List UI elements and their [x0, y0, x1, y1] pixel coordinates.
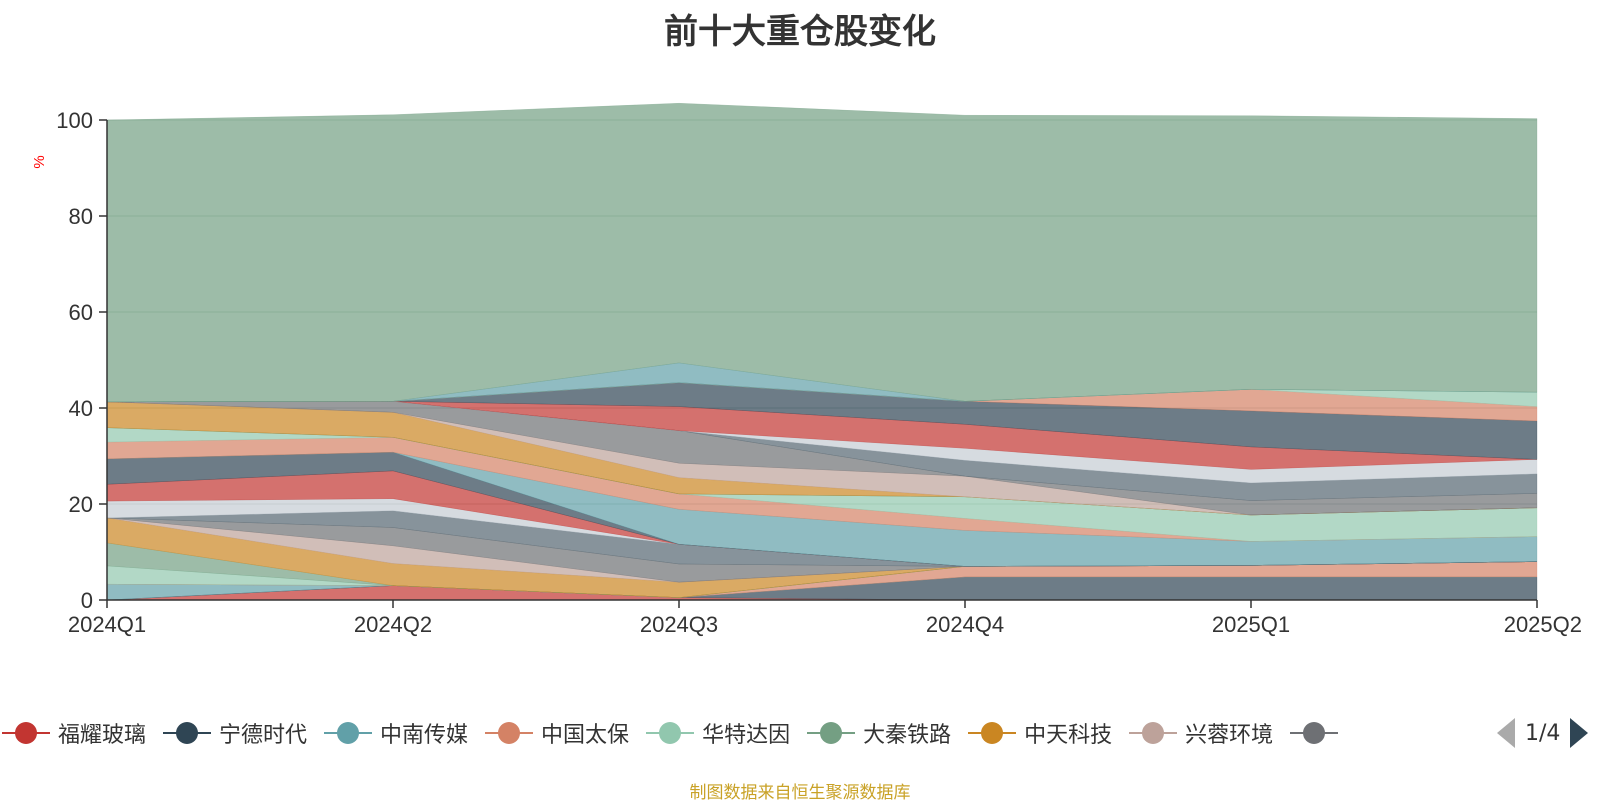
- legend-items: 福耀玻璃 宁德时代 中南传媒 中国太保 华特达因 大秦铁路 中天科技 兴蓉环境: [0, 716, 1484, 756]
- legend-marker-icon: [2, 721, 50, 745]
- y-tick-label: 40: [69, 396, 93, 421]
- legend-prev-page-icon[interactable]: [1497, 718, 1515, 748]
- legend-next-page-icon[interactable]: [1570, 718, 1589, 748]
- legend-marker-icon: [163, 721, 212, 745]
- x-tick-label: 2025Q1: [1212, 612, 1290, 637]
- y-tick-label: 80: [69, 204, 93, 229]
- legend-item[interactable]: 兴蓉环境: [1129, 716, 1273, 750]
- axes: 0 20 40 60 80 100 2024Q1 2024Q2 2024Q3 2024Q4 2025…: [56, 108, 1582, 637]
- x-tick-label: 2025Q2: [1504, 612, 1582, 637]
- legend-label: 中天科技: [1024, 723, 1113, 748]
- legend-item[interactable]: 宁德时代: [163, 716, 307, 750]
- chart-title: 前十大重仓股变化: [664, 12, 936, 52]
- legend-marker-icon: [968, 721, 1017, 745]
- legend-marker-icon: [646, 721, 695, 745]
- legend-item[interactable]: [1290, 716, 1346, 750]
- legend-marker-icon: [807, 721, 856, 745]
- y-axis-label: %: [31, 155, 48, 168]
- legend-label: 华特达因: [702, 723, 791, 748]
- legend-pager: 1/4: [1497, 716, 1589, 750]
- legend-label: 中南传媒: [380, 723, 469, 748]
- legend-item[interactable]: 中国太保: [485, 716, 629, 750]
- x-tick-label: 2024Q3: [640, 612, 718, 637]
- legend-label: 宁德时代: [219, 723, 308, 748]
- legend-page-indicator: 1/4: [1525, 720, 1561, 746]
- legend-label: 兴蓉环境: [1185, 723, 1274, 748]
- legend-marker-icon: [485, 721, 534, 745]
- data-source-note: 制图数据来自恒生聚源数据库: [689, 783, 911, 803]
- y-tick-label: 20: [69, 492, 93, 517]
- legend-marker-icon: [324, 721, 373, 745]
- legend-marker-icon: [1290, 721, 1339, 745]
- area-series-group: [106, 102, 1538, 601]
- legend-item[interactable]: 华特达因: [646, 716, 790, 750]
- legend-item[interactable]: 大秦铁路: [807, 716, 951, 750]
- legend-item[interactable]: 中南传媒: [324, 716, 468, 750]
- legend-item[interactable]: 福耀玻璃: [2, 716, 146, 750]
- legend-marker-icon: [1129, 721, 1178, 745]
- x-tick-label: 2024Q4: [926, 612, 1004, 637]
- x-tick-label: 2024Q2: [354, 612, 432, 637]
- legend-label: 福耀玻璃: [58, 723, 147, 748]
- legend-item[interactable]: 中天科技: [968, 716, 1112, 750]
- legend-label: 大秦铁路: [863, 723, 952, 748]
- x-tick-label: 2024Q1: [68, 612, 146, 637]
- legend-label: 中国太保: [541, 723, 630, 748]
- y-tick-label: 100: [56, 108, 93, 133]
- area-series-28[interactable]: [106, 102, 1538, 403]
- y-tick-label: 0: [81, 588, 93, 613]
- legend: 福耀玻璃 宁德时代 中南传媒 中国太保 华特达因 大秦铁路 中天科技 兴蓉环境 1/4: [0, 716, 1600, 756]
- y-tick-label: 60: [69, 300, 93, 325]
